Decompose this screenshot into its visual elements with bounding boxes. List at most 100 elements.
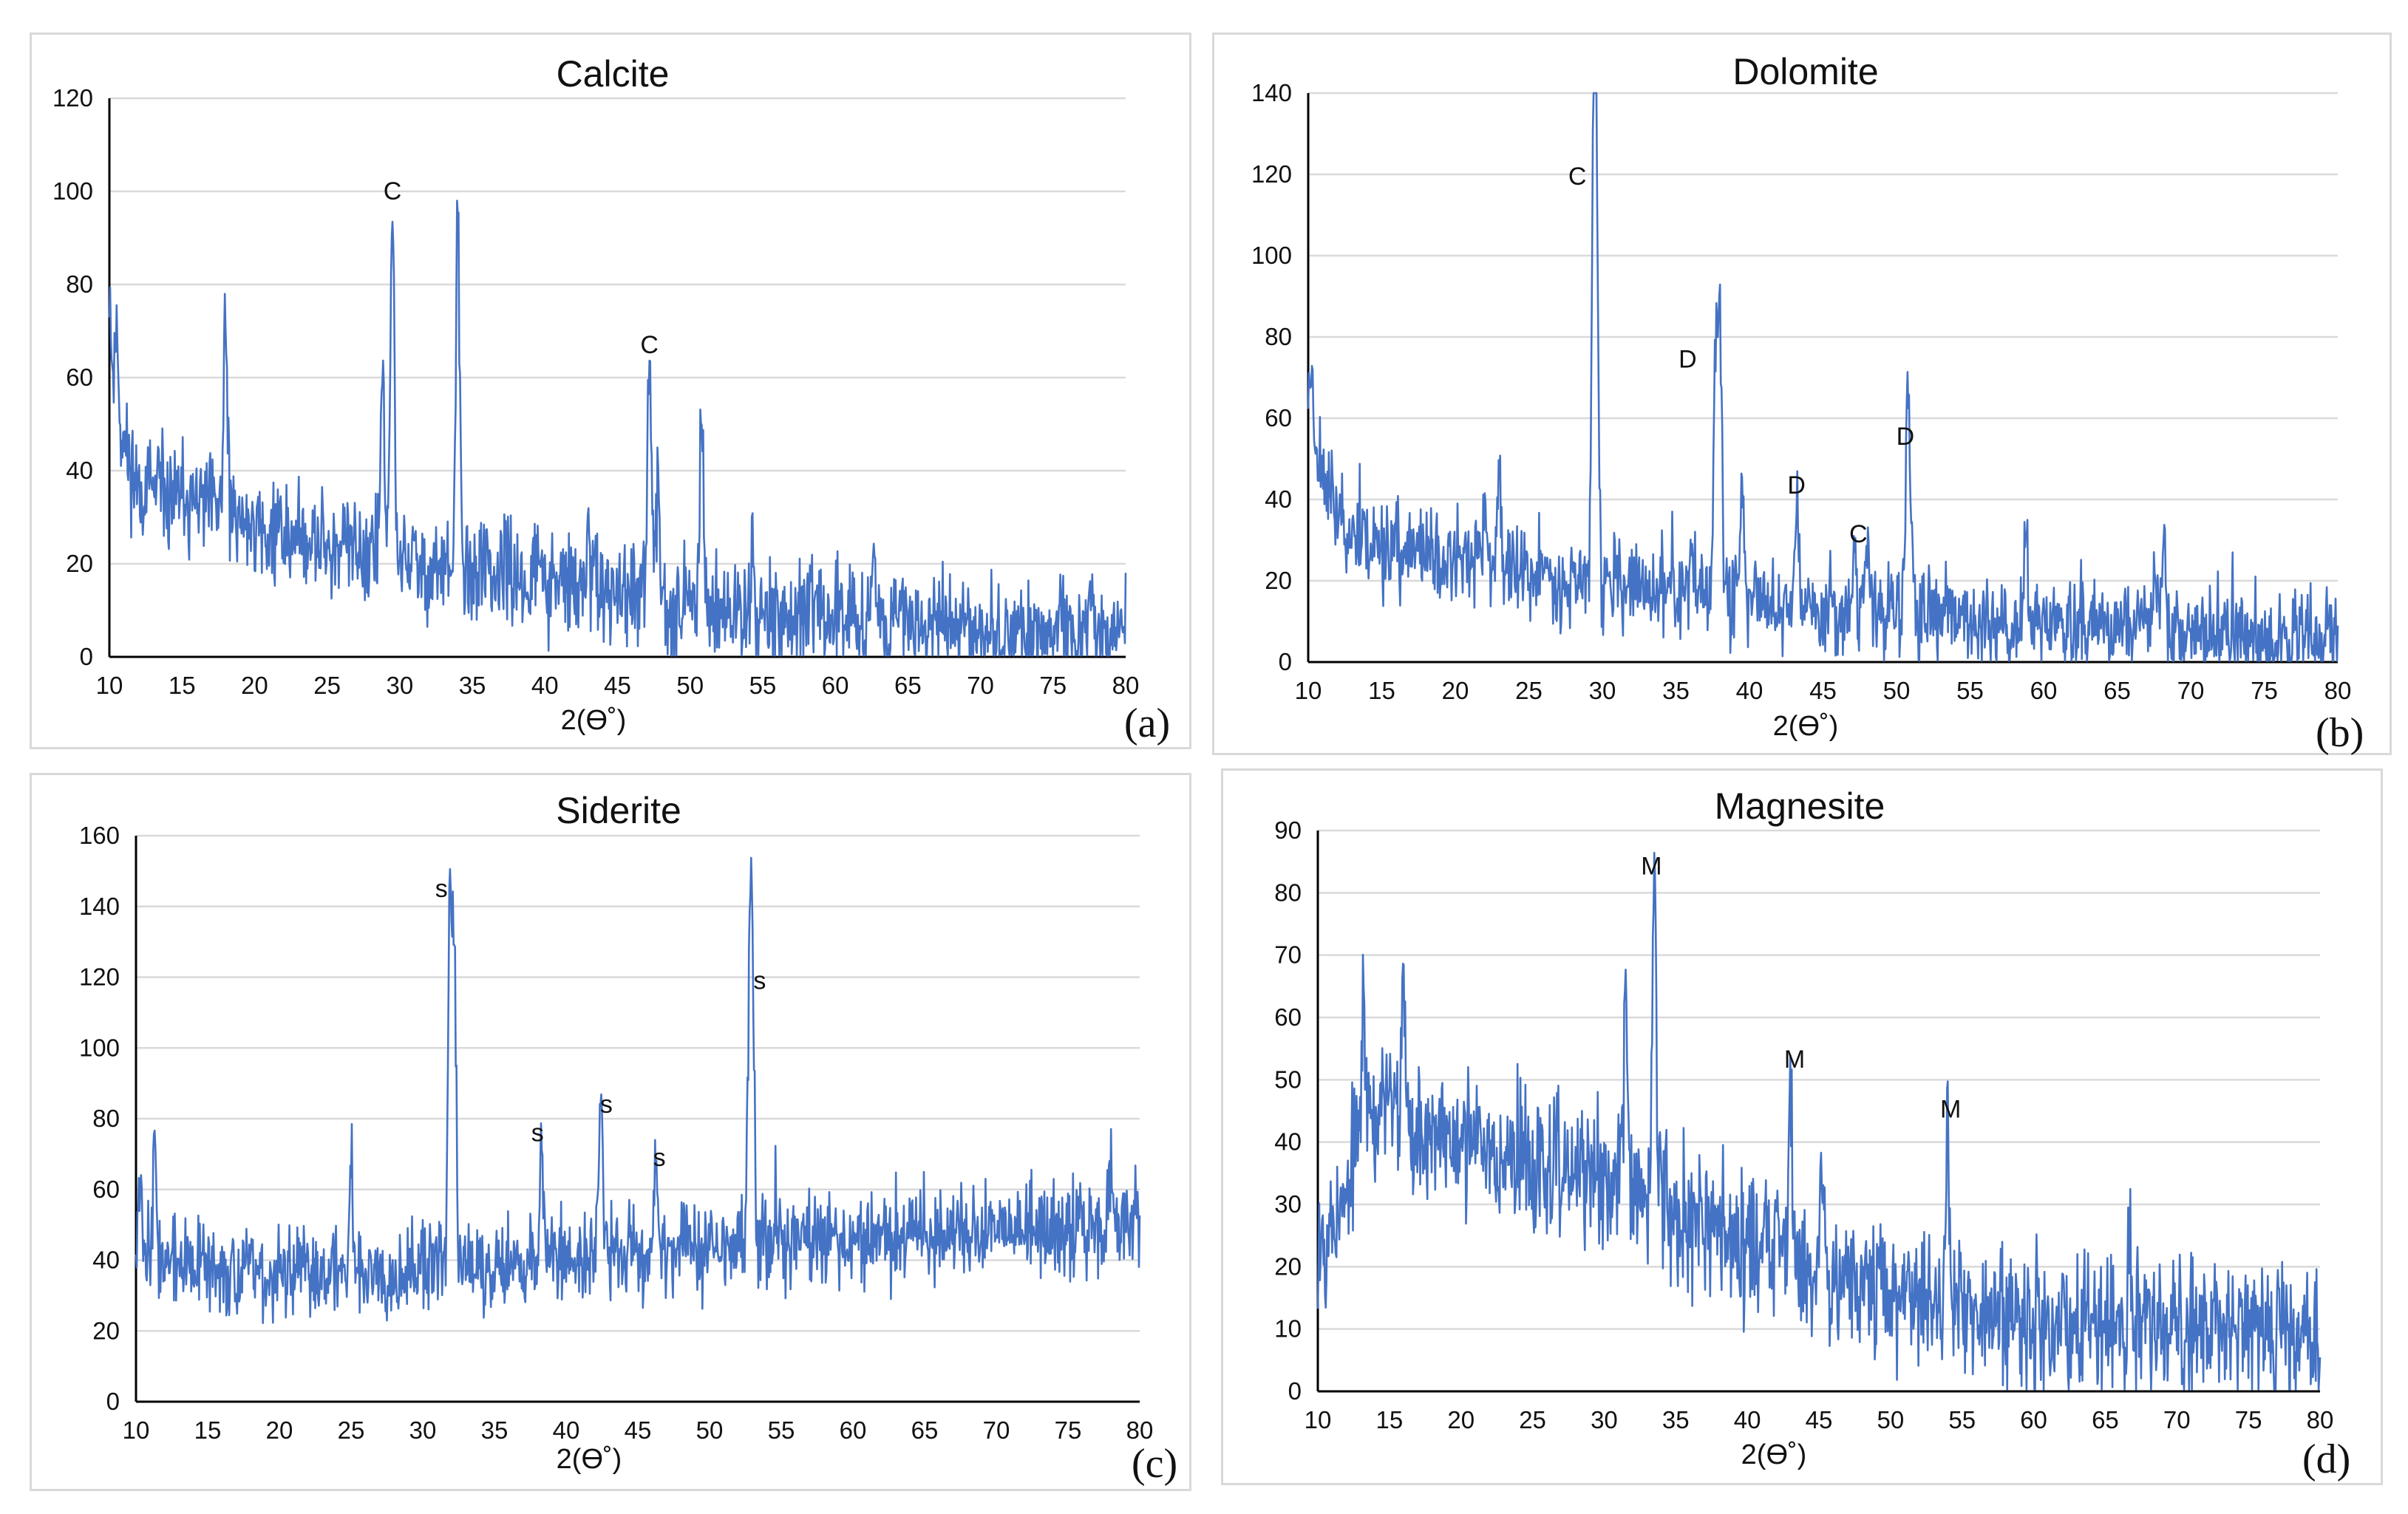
x-tick-label: 80: [1126, 1416, 1154, 1444]
peak-annotation: s: [653, 1144, 666, 1172]
peak-annotations: s s s s s: [435, 875, 766, 1172]
gridlines: [109, 97, 1126, 565]
x-tick-label: 70: [983, 1416, 1010, 1444]
x-tick-label: 40: [1736, 677, 1764, 704]
y-tick-label: 100: [79, 1034, 120, 1061]
x-tick-label: 65: [2092, 1406, 2119, 1433]
x-tick-label: 70: [967, 672, 994, 699]
y-tick-label: 20: [66, 550, 93, 577]
x-axis-label: 2(ϴ˚): [1773, 711, 1839, 742]
x-tick-label: 75: [2251, 677, 2278, 704]
peak-annotation: M: [1784, 1046, 1805, 1074]
x-tick-label: 65: [2103, 677, 2131, 704]
y-tick-label: 0: [1288, 1377, 1302, 1405]
x-tick-label: 60: [822, 672, 849, 699]
x-axis-label: 2(ϴ˚): [561, 705, 627, 736]
series-line-siderite: [135, 856, 1141, 1324]
x-tick-label: 70: [2163, 1406, 2191, 1433]
y-tick-label: 50: [1274, 1065, 1302, 1093]
peak-annotation: s: [753, 966, 766, 995]
y-tick-label: 80: [1265, 323, 1292, 350]
y-tick-label: 100: [1251, 242, 1292, 269]
y-tick-label: 20: [92, 1317, 120, 1344]
y-tick-label: 0: [80, 643, 93, 670]
chart-title: Calcite: [557, 53, 670, 95]
x-axis-label: 2(ϴ˚): [557, 1444, 622, 1475]
y-tick-label: 20: [1265, 567, 1292, 594]
x-tick-label: 75: [2235, 1406, 2262, 1433]
x-tick-label: 45: [1809, 677, 1837, 704]
x-tick-labels: 10 15 20 25 30 35 40 45 50 55 60 65 70 75 80: [1305, 1406, 2334, 1433]
y-tick-label: 80: [92, 1105, 120, 1132]
x-tick-label: 30: [386, 672, 413, 699]
peak-annotation: s: [531, 1119, 544, 1147]
x-tick-label: 10: [1295, 677, 1322, 704]
y-tick-label: 80: [1274, 879, 1302, 906]
panel-label: (a): [1124, 700, 1170, 746]
x-tick-label: 35: [1662, 1406, 1690, 1433]
x-axis-label: 2(ϴ˚): [1741, 1439, 1807, 1470]
y-tick-label: 40: [92, 1247, 120, 1274]
y-tick-labels: 0 10 20 30 40 50 60 70 80 90: [1274, 816, 1302, 1405]
x-tick-label: 45: [1806, 1406, 1833, 1433]
chart-title: Magnesite: [1715, 785, 1885, 827]
x-tick-label: 60: [2030, 677, 2058, 704]
peak-annotation: M: [1940, 1095, 1961, 1123]
series-line-magnesite: [1316, 851, 2322, 1391]
peak-annotation: D: [1679, 346, 1697, 374]
chart-panel-siderite: Siderite 0 20 40 60 80 100 120 140 160 10 15 20 25 3…: [30, 773, 1191, 1491]
x-tick-labels: 10 15 20 25 30 35 40 45 50 55 60 65 70 75 80: [123, 1416, 1154, 1444]
y-tick-label: 10: [1274, 1315, 1302, 1343]
x-tick-label: 75: [1055, 1416, 1082, 1444]
x-tick-label: 15: [1375, 1406, 1403, 1433]
y-tick-label: 0: [106, 1388, 120, 1415]
chart-calcite: Calcite 0 20 40 60 80 100 120 10 15 20 25 30 35 40 45…: [52, 53, 1170, 746]
peak-annotations: C D D C D: [1568, 163, 1914, 548]
y-tick-label: 140: [1251, 79, 1292, 106]
y-tick-label: 100: [52, 177, 93, 205]
x-tick-label: 20: [266, 1416, 293, 1444]
x-tick-label: 30: [1589, 677, 1616, 704]
x-tick-label: 30: [1591, 1406, 1618, 1433]
x-tick-label: 55: [1956, 677, 1984, 704]
y-tick-label: 20: [1274, 1252, 1302, 1280]
x-tick-label: 45: [604, 672, 631, 699]
panel-label: (c): [1132, 1441, 1177, 1487]
x-tick-label: 40: [531, 672, 559, 699]
x-tick-label: 45: [625, 1416, 652, 1444]
x-tick-label: 35: [459, 672, 486, 699]
y-tick-label: 40: [1274, 1128, 1302, 1156]
y-tick-labels: 0 20 40 60 80 100 120: [52, 84, 93, 670]
y-tick-label: 140: [79, 893, 120, 920]
x-tick-label: 10: [1305, 1406, 1332, 1433]
y-tick-labels: 0 20 40 60 80 100 120 140: [1251, 79, 1292, 675]
chart-panel-magnesite: Magnesite 0 10 20 30 40 50 60 70 80 90 10 15 20 25 30…: [1221, 768, 2383, 1485]
y-tick-label: 90: [1274, 816, 1302, 844]
x-tick-label: 10: [123, 1416, 150, 1444]
x-tick-label: 30: [409, 1416, 437, 1444]
x-tick-label: 15: [1368, 677, 1395, 704]
x-tick-label: 20: [1447, 1406, 1475, 1433]
panel-label: (b): [2316, 710, 2364, 756]
x-tick-label: 15: [194, 1416, 222, 1444]
y-tick-label: 60: [92, 1176, 120, 1203]
x-tick-label: 70: [2177, 677, 2205, 704]
x-tick-label: 35: [1662, 677, 1690, 704]
x-tick-label: 80: [2324, 677, 2352, 704]
y-tick-label: 30: [1274, 1190, 1302, 1218]
x-tick-label: 50: [1877, 1406, 1904, 1433]
peak-annotation: C: [640, 331, 659, 359]
chart-siderite: Siderite 0 20 40 60 80 100 120 140 160 10 15 20 25 3…: [79, 790, 1177, 1487]
x-tick-label: 20: [1442, 677, 1469, 704]
x-tick-label: 50: [1883, 677, 1911, 704]
x-tick-label: 80: [2307, 1406, 2334, 1433]
y-tick-label: 60: [66, 364, 93, 391]
y-tick-label: 120: [1251, 160, 1292, 188]
x-tick-label: 25: [313, 672, 341, 699]
y-tick-label: 70: [1274, 941, 1302, 969]
x-tick-label: 50: [696, 1416, 724, 1444]
x-tick-label: 65: [911, 1416, 939, 1444]
peak-annotation: D: [1787, 471, 1806, 499]
y-tick-label: 60: [1265, 404, 1292, 432]
y-tick-label: 80: [66, 270, 93, 298]
